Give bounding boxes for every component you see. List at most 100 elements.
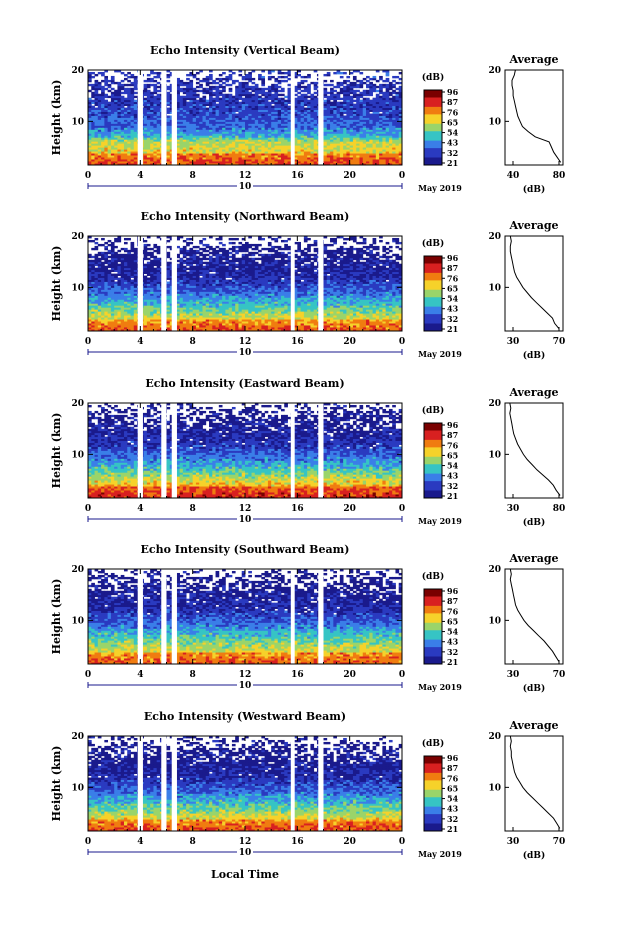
heatmap-cell [231,143,236,146]
heatmap-cell [104,137,109,140]
heatmap-cell [277,85,282,89]
heatmap-cell [127,153,131,156]
heatmap-cell [284,159,288,162]
heatmap-cell [222,159,226,162]
heatmap-cell [349,157,354,160]
heatmap-cell [352,141,357,144]
heatmap-cell [261,137,266,140]
heatmap-cell [215,85,220,89]
heatmap-cell [359,155,364,158]
heatmap-cell [169,143,174,146]
heatmap-cell [127,135,131,138]
heatmap-cell [101,163,105,166]
heatmap-cell [264,133,269,136]
heatmap-cell [199,153,203,156]
heatmap-cell [326,139,331,142]
heatmap-cell [120,161,125,164]
heatmap-cell [349,81,354,85]
heatmap-cell [339,147,344,150]
heatmap-cell [346,145,351,148]
panel-title: Echo Intensity (Vertical Beam) [150,44,340,57]
heatmap-cell [97,141,102,144]
heatmap-cell [225,93,230,97]
heatmap-cell [284,149,288,152]
heatmap-cell [274,155,279,158]
heatmap-cell [356,83,360,87]
heatmap-cell [130,153,135,156]
heatmap-cell [362,141,367,144]
heatmap-cell [333,89,337,93]
heatmap-cell [231,153,236,156]
heatmap-cell [248,125,252,128]
heatmap-cell [205,155,210,158]
heatmap-cell [212,91,216,95]
heatmap-cell [212,85,216,89]
heatmap-cell [166,139,171,142]
heatmap-cell [366,141,370,144]
heatmap-cell [366,155,370,158]
heatmap-cell [336,147,341,150]
heatmap-cell [225,157,230,160]
heatmap-cell [156,163,161,166]
heatmap-cell [225,161,230,164]
heatmap-cell [186,161,190,164]
heatmap-cell [388,155,393,158]
heatmap-cell [274,157,279,160]
heatmap-cell [195,143,200,146]
heatmap-cell [297,151,301,154]
heatmap-cell [218,139,223,142]
heatmap-cell [195,151,200,154]
heatmap-cell [366,163,370,166]
heatmap-cell [166,133,171,136]
heatmap-cell [202,149,207,152]
heatmap-cell [133,149,138,152]
heatmap-cell [398,141,403,144]
heatmap-cell [274,139,279,142]
heatmap-cell [307,125,311,128]
heatmap-cell [104,151,109,154]
heatmap-cell [303,79,308,83]
heatmap-cell [362,153,367,156]
heatmap-cell [215,157,220,160]
heatmap-cell [323,87,328,91]
heatmap-cell [182,139,187,142]
heatmap-cell [254,133,259,136]
heatmap-cell [372,137,377,140]
heatmap-cell [277,89,282,93]
heatmap-cell [107,129,112,132]
heatmap-cell [352,163,357,166]
heatmap-cell [241,131,246,134]
heatmap-cell [222,149,226,152]
heatmap-cell [228,131,233,134]
heatmap-cell [287,137,292,140]
heatmap-cell [235,161,239,164]
heatmap-cell [310,135,315,138]
heatmap-cell [264,147,269,150]
heatmap-cell [385,145,390,148]
heatmap-cell [392,131,396,134]
heatmap-cell [339,131,344,134]
heatmap-cell [395,135,400,138]
heatmap-cell [280,71,285,75]
heatmap-cell [222,129,226,132]
heatmap-cell [123,131,128,134]
heatmap-cell [202,135,207,138]
heatmap-cell [192,129,197,132]
heatmap-cell [97,147,102,150]
heatmap-cell [382,147,387,150]
heatmap-cell [182,95,187,99]
heatmap-cell [369,161,373,164]
heatmap-cell [264,125,269,128]
heatmap-cell [349,135,354,138]
heatmap-cell [189,163,194,166]
heatmap-cell [388,161,393,164]
heatmap-cell [323,73,328,77]
heatmap-cell [264,135,269,138]
heatmap-cell [277,147,282,150]
heatmap-cell [88,147,92,150]
heatmap-cell [238,131,243,134]
heatmap-cell [202,141,207,144]
heatmap-cell [277,139,282,142]
heatmap-cell [195,145,200,148]
heatmap-cell [91,131,95,134]
